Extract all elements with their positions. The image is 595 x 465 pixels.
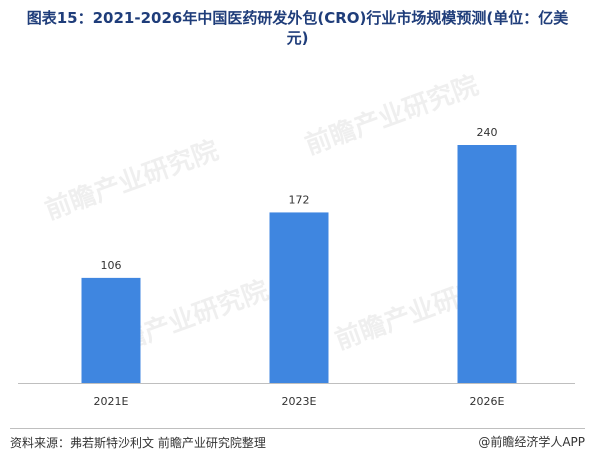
bar-2021E [81,277,141,383]
brand-text: @前瞻经济学人APP [478,435,585,449]
data-label-2021E: 106 [101,259,122,272]
bar-2026E [457,145,517,383]
source-note: 资料来源：弗若斯特沙利文 前瞻产业研究院整理 [10,436,266,450]
x-tick-label-2023E: 2023E [282,395,317,408]
x-tick-label-2026E: 2026E [470,395,505,408]
data-label-2023E: 172 [289,193,310,206]
chart-title: 图表15：2021-2026年中国医药研发外包(CRO)行业市场规模预测(单位：… [26,9,569,47]
brand-label: @前瞻经济学人APP [478,433,585,450]
data-label-2026E: 240 [477,126,498,139]
x-tick-label-2021E: 2021E [94,395,129,408]
bar-chart: 106 2021E 172 2023E 240 2026E [18,126,575,408]
bar-2023E [269,212,329,383]
footer-divider [10,428,585,429]
